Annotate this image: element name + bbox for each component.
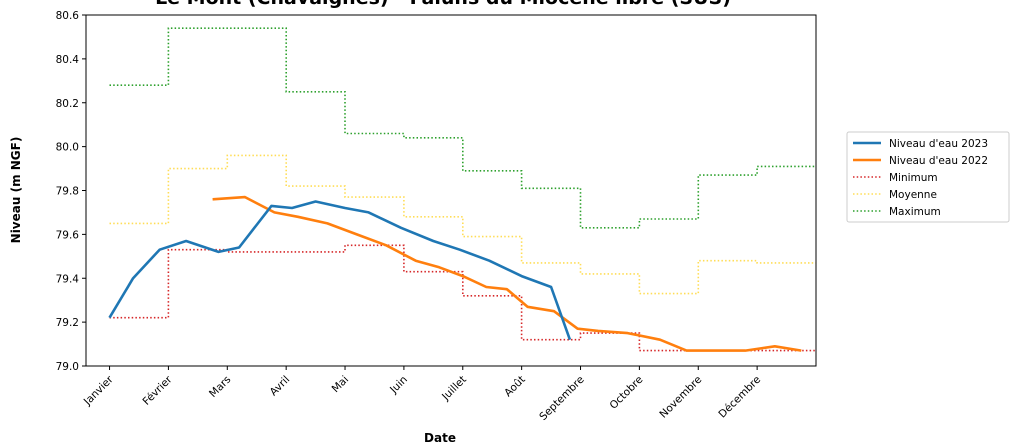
x-tick-label: Août [502, 374, 528, 400]
y-tick-label: 80.6 [56, 10, 80, 22]
x-axis: Janvier Février Mars Avril Mai Juin Juillet Aoû… [81, 366, 763, 423]
series-moyenne-line [109, 154, 816, 295]
x-tick-label: Janvier [81, 373, 116, 408]
y-tick-label: 79.6 [56, 229, 80, 241]
legend-box [846, 131, 1010, 223]
series-niveau-d-eau-2022-line [212, 195, 802, 352]
legend: Niveau d'eau 2023 Niveau d'eau 2022 Minimu… [846, 131, 1010, 223]
x-tick-label: Juin [387, 374, 410, 397]
y-tick-label: 79.2 [56, 317, 79, 329]
y-axis-label: Niveau (m NGF) [9, 137, 23, 244]
y-tick-label: 79.8 [56, 186, 79, 198]
x-tick-label: Décembre [716, 374, 763, 421]
legend-label: Minimum [889, 172, 938, 184]
x-tick-label: Mai [330, 374, 352, 396]
plot-frame [85, 14, 817, 367]
x-axis-label: Date [424, 431, 456, 445]
x-tick-label: Septembre [537, 374, 586, 423]
y-tick-label: 80.4 [56, 54, 80, 66]
x-tick-label: Février [140, 373, 175, 408]
series-minimum-line [109, 244, 816, 352]
x-tick-label: Juillet [439, 374, 469, 404]
x-tick-label: Mars [207, 374, 233, 400]
y-tick-label: 80.0 [56, 142, 79, 154]
legend-label: Niveau d'eau 2022 [889, 155, 988, 167]
legend-label: Niveau d'eau 2023 [889, 138, 988, 150]
chart-title: Le Mont (Chavaignes) - Faluns du Miocène… [155, 0, 731, 9]
y-axis: 79.0 79.2 79.4 79.6 79.8 80.0 80.2 80.4 80.6 [56, 10, 86, 373]
x-tick-label: Octobre [607, 374, 645, 412]
x-tick-label: Novembre [657, 374, 704, 421]
plot-area [108, 27, 816, 352]
y-tick-label: 79.0 [56, 361, 79, 373]
x-tick-label: Avril [268, 374, 293, 399]
y-tick-label: 79.4 [56, 273, 80, 285]
y-tick-label: 80.2 [56, 98, 79, 110]
series-niveau-d-eau-2023-line [108, 200, 572, 341]
legend-label: Maximum [889, 206, 941, 218]
legend-label: Moyenne [889, 189, 937, 201]
